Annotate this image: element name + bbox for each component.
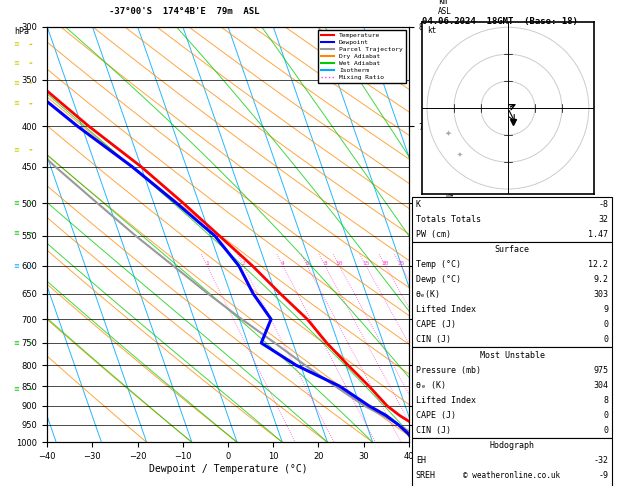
Text: 4: 4 [281,261,285,266]
Text: CAPE (J): CAPE (J) [416,320,456,330]
Text: 975: 975 [593,365,608,375]
Text: Totals Totals: Totals Totals [416,215,481,224]
Text: EH: EH [416,456,426,465]
Text: Surface: Surface [494,245,530,254]
Text: ≡: ≡ [13,60,19,66]
Text: ≡: ≡ [13,263,19,269]
Text: 1: 1 [205,261,209,266]
Text: 15: 15 [362,261,370,266]
Text: Most Unstable: Most Unstable [479,350,545,360]
Text: 2: 2 [242,261,245,266]
Text: -37°00'S  174°4B'E  79m  ASL: -37°00'S 174°4B'E 79m ASL [109,7,260,17]
Text: SREH: SREH [416,471,436,480]
Text: 304: 304 [593,381,608,390]
Legend: Temperature, Dewpoint, Parcel Trajectory, Dry Adiabat, Wet Adiabat, Isotherm, Mi: Temperature, Dewpoint, Parcel Trajectory… [318,30,406,83]
Text: Pressure (mb): Pressure (mb) [416,365,481,375]
Text: ≡: ≡ [13,101,19,107]
Text: -8: -8 [598,200,608,209]
Text: CIN (J): CIN (J) [416,426,451,435]
Text: θₑ (K): θₑ (K) [416,381,446,390]
Text: PW (cm): PW (cm) [416,230,451,239]
Text: 20: 20 [382,261,389,266]
Text: © weatheronline.co.uk: © weatheronline.co.uk [463,471,560,480]
Text: Hodograph: Hodograph [489,441,535,450]
Text: 8: 8 [323,261,327,266]
Text: kt: kt [427,26,437,35]
Text: 25: 25 [398,261,405,266]
Text: ≡: ≡ [13,147,19,153]
Text: θₑ(K): θₑ(K) [416,290,441,299]
Text: CAPE (J): CAPE (J) [416,411,456,420]
Text: ≡: ≡ [13,80,19,86]
Text: 8: 8 [603,396,608,405]
Text: 12.2: 12.2 [588,260,608,269]
Text: hPa: hPa [14,27,30,36]
Text: ≡: ≡ [13,41,19,48]
Text: Temp (°C): Temp (°C) [416,260,461,269]
Text: Dewp (°C): Dewp (°C) [416,275,461,284]
Text: 0: 0 [603,335,608,345]
Text: 1.47: 1.47 [588,230,608,239]
Text: ≡: ≡ [13,386,19,392]
Text: 9: 9 [603,305,608,314]
X-axis label: Dewpoint / Temperature (°C): Dewpoint / Temperature (°C) [148,464,308,474]
Text: 32: 32 [598,215,608,224]
Text: CIN (J): CIN (J) [416,335,451,345]
Text: -9: -9 [598,471,608,480]
Text: ≡: ≡ [13,340,19,346]
Text: -32: -32 [593,456,608,465]
Text: 10: 10 [336,261,343,266]
Y-axis label: Mixing Ratio (g/kg): Mixing Ratio (g/kg) [443,191,452,278]
Text: ≡: ≡ [13,230,19,236]
Text: km
ASL: km ASL [438,0,452,17]
Text: Lifted Index: Lifted Index [416,305,476,314]
Text: 303: 303 [593,290,608,299]
Text: 6: 6 [306,261,309,266]
Text: 9.2: 9.2 [593,275,608,284]
Text: ✦: ✦ [445,128,452,137]
Text: 04.06.2024  18GMT  (Base: 18): 04.06.2024 18GMT (Base: 18) [422,17,578,26]
Text: ≡: ≡ [13,200,19,206]
Text: K: K [416,200,421,209]
Text: ✦: ✦ [457,152,462,157]
Text: 0: 0 [603,320,608,330]
Text: 0: 0 [603,426,608,435]
Text: Lifted Index: Lifted Index [416,396,476,405]
Text: 0: 0 [603,411,608,420]
